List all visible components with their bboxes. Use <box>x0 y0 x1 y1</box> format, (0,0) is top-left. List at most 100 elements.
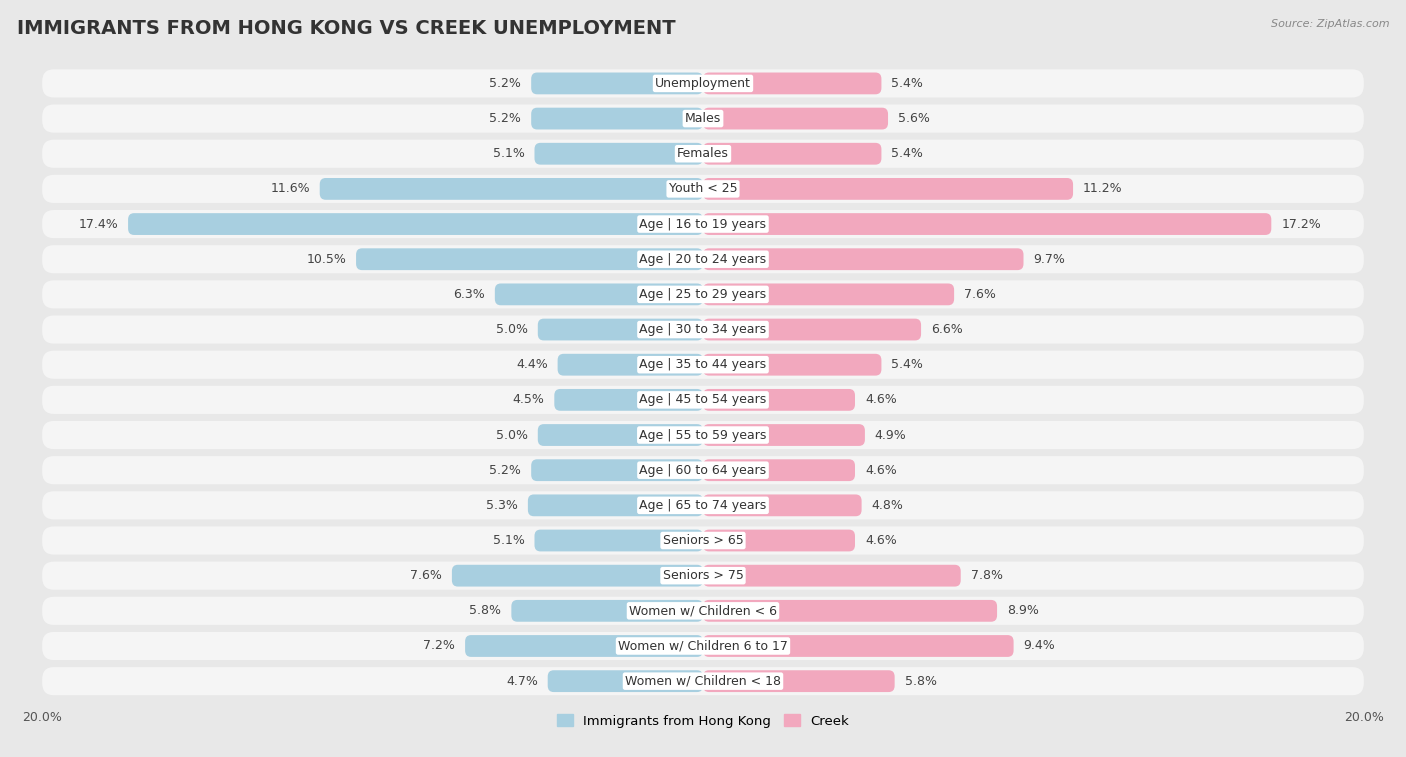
Text: Age | 65 to 74 years: Age | 65 to 74 years <box>640 499 766 512</box>
FancyBboxPatch shape <box>703 248 1024 270</box>
FancyBboxPatch shape <box>531 73 703 95</box>
FancyBboxPatch shape <box>527 494 703 516</box>
Text: 17.2%: 17.2% <box>1281 217 1322 231</box>
Text: Women w/ Children 6 to 17: Women w/ Children 6 to 17 <box>619 640 787 653</box>
Text: Unemployment: Unemployment <box>655 77 751 90</box>
Text: 5.2%: 5.2% <box>489 77 522 90</box>
Text: 5.6%: 5.6% <box>898 112 929 125</box>
FancyBboxPatch shape <box>42 421 1364 449</box>
FancyBboxPatch shape <box>703 107 889 129</box>
Text: 7.8%: 7.8% <box>970 569 1002 582</box>
Text: 5.0%: 5.0% <box>496 323 527 336</box>
Text: Age | 55 to 59 years: Age | 55 to 59 years <box>640 428 766 441</box>
Text: Seniors > 65: Seniors > 65 <box>662 534 744 547</box>
FancyBboxPatch shape <box>495 283 703 305</box>
FancyBboxPatch shape <box>319 178 703 200</box>
FancyBboxPatch shape <box>128 213 703 235</box>
Text: 9.7%: 9.7% <box>1033 253 1066 266</box>
FancyBboxPatch shape <box>465 635 703 657</box>
Text: Age | 16 to 19 years: Age | 16 to 19 years <box>640 217 766 231</box>
FancyBboxPatch shape <box>703 143 882 164</box>
FancyBboxPatch shape <box>42 104 1364 132</box>
Text: 4.6%: 4.6% <box>865 534 897 547</box>
FancyBboxPatch shape <box>537 319 703 341</box>
Text: 9.4%: 9.4% <box>1024 640 1056 653</box>
Text: 5.8%: 5.8% <box>904 674 936 687</box>
FancyBboxPatch shape <box>42 140 1364 168</box>
Text: Youth < 25: Youth < 25 <box>669 182 737 195</box>
FancyBboxPatch shape <box>703 319 921 341</box>
FancyBboxPatch shape <box>703 565 960 587</box>
Text: Source: ZipAtlas.com: Source: ZipAtlas.com <box>1271 19 1389 29</box>
FancyBboxPatch shape <box>534 143 703 164</box>
FancyBboxPatch shape <box>42 456 1364 484</box>
Text: 11.2%: 11.2% <box>1083 182 1122 195</box>
FancyBboxPatch shape <box>42 316 1364 344</box>
FancyBboxPatch shape <box>451 565 703 587</box>
FancyBboxPatch shape <box>554 389 703 411</box>
FancyBboxPatch shape <box>703 424 865 446</box>
Text: 5.2%: 5.2% <box>489 112 522 125</box>
Text: IMMIGRANTS FROM HONG KONG VS CREEK UNEMPLOYMENT: IMMIGRANTS FROM HONG KONG VS CREEK UNEMP… <box>17 19 675 38</box>
FancyBboxPatch shape <box>42 210 1364 238</box>
Text: Males: Males <box>685 112 721 125</box>
FancyBboxPatch shape <box>703 213 1271 235</box>
Text: 5.8%: 5.8% <box>470 604 502 617</box>
FancyBboxPatch shape <box>537 424 703 446</box>
Text: 4.4%: 4.4% <box>516 358 548 371</box>
FancyBboxPatch shape <box>703 670 894 692</box>
FancyBboxPatch shape <box>42 667 1364 695</box>
FancyBboxPatch shape <box>42 632 1364 660</box>
FancyBboxPatch shape <box>558 354 703 375</box>
FancyBboxPatch shape <box>356 248 703 270</box>
FancyBboxPatch shape <box>703 283 955 305</box>
Text: 5.4%: 5.4% <box>891 77 924 90</box>
FancyBboxPatch shape <box>703 600 997 621</box>
Text: 4.8%: 4.8% <box>872 499 904 512</box>
Text: 5.0%: 5.0% <box>496 428 527 441</box>
FancyBboxPatch shape <box>42 562 1364 590</box>
Text: 7.6%: 7.6% <box>965 288 995 301</box>
Text: 17.4%: 17.4% <box>79 217 118 231</box>
FancyBboxPatch shape <box>548 670 703 692</box>
FancyBboxPatch shape <box>703 354 882 375</box>
Text: 11.6%: 11.6% <box>270 182 309 195</box>
FancyBboxPatch shape <box>531 459 703 481</box>
FancyBboxPatch shape <box>703 635 1014 657</box>
FancyBboxPatch shape <box>42 350 1364 378</box>
FancyBboxPatch shape <box>42 386 1364 414</box>
Text: Females: Females <box>678 148 728 160</box>
Text: 4.6%: 4.6% <box>865 464 897 477</box>
Text: Women w/ Children < 18: Women w/ Children < 18 <box>626 674 780 687</box>
Text: Age | 45 to 54 years: Age | 45 to 54 years <box>640 394 766 407</box>
FancyBboxPatch shape <box>512 600 703 621</box>
FancyBboxPatch shape <box>703 389 855 411</box>
Text: 7.2%: 7.2% <box>423 640 456 653</box>
FancyBboxPatch shape <box>42 175 1364 203</box>
Text: 8.9%: 8.9% <box>1007 604 1039 617</box>
FancyBboxPatch shape <box>531 107 703 129</box>
Text: 4.5%: 4.5% <box>513 394 544 407</box>
FancyBboxPatch shape <box>42 526 1364 555</box>
Text: Age | 60 to 64 years: Age | 60 to 64 years <box>640 464 766 477</box>
FancyBboxPatch shape <box>703 73 882 95</box>
Text: 4.7%: 4.7% <box>506 674 537 687</box>
Text: 5.4%: 5.4% <box>891 358 924 371</box>
Text: Age | 25 to 29 years: Age | 25 to 29 years <box>640 288 766 301</box>
Text: Age | 35 to 44 years: Age | 35 to 44 years <box>640 358 766 371</box>
FancyBboxPatch shape <box>42 70 1364 98</box>
FancyBboxPatch shape <box>703 178 1073 200</box>
Text: 4.6%: 4.6% <box>865 394 897 407</box>
Text: 5.1%: 5.1% <box>492 534 524 547</box>
FancyBboxPatch shape <box>42 597 1364 625</box>
Text: 5.3%: 5.3% <box>486 499 517 512</box>
FancyBboxPatch shape <box>703 459 855 481</box>
FancyBboxPatch shape <box>42 491 1364 519</box>
FancyBboxPatch shape <box>703 530 855 551</box>
Text: 4.9%: 4.9% <box>875 428 907 441</box>
FancyBboxPatch shape <box>534 530 703 551</box>
Text: Age | 20 to 24 years: Age | 20 to 24 years <box>640 253 766 266</box>
Text: 5.1%: 5.1% <box>492 148 524 160</box>
Legend: Immigrants from Hong Kong, Creek: Immigrants from Hong Kong, Creek <box>551 709 855 733</box>
Text: Age | 30 to 34 years: Age | 30 to 34 years <box>640 323 766 336</box>
